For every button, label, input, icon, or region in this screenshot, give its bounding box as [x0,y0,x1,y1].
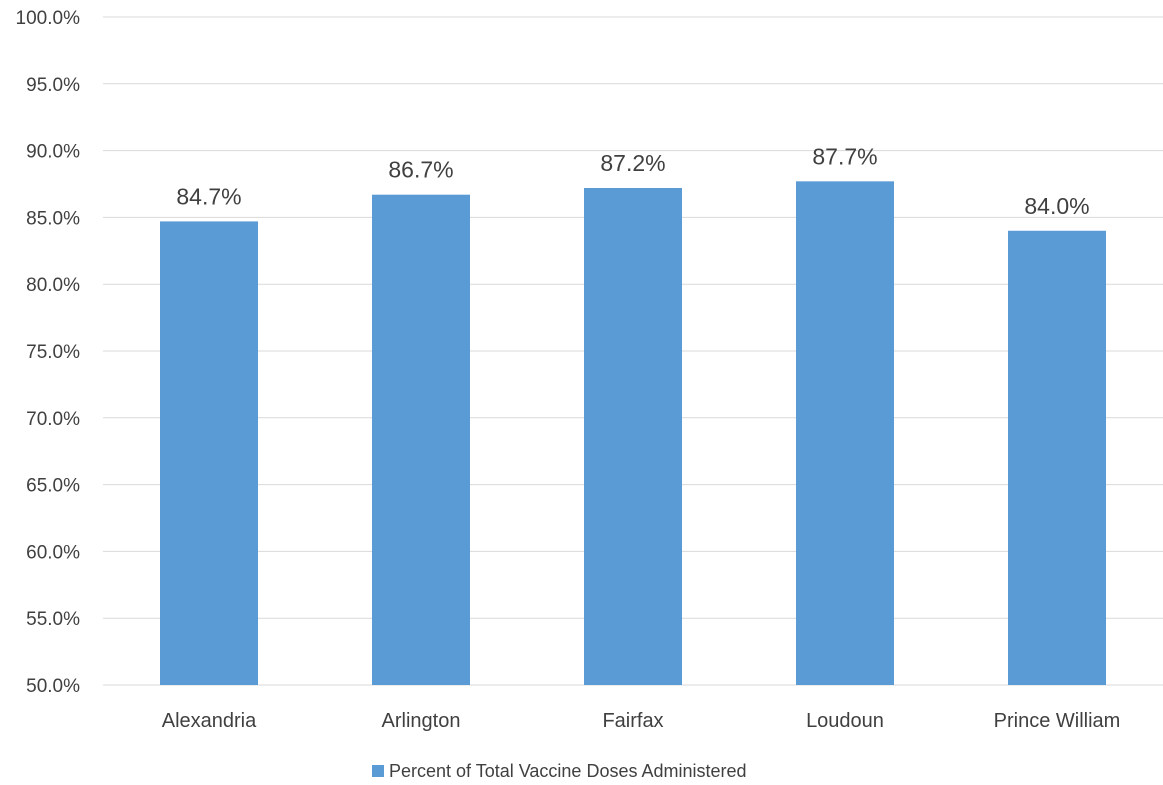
bar-data-label: 84.7% [176,183,241,209]
bar [372,194,470,686]
y-tick-label: 55.0% [26,609,80,630]
y-axis-tick-labels: 50.0% 55.0% 60.0% 65.0% 70.0% 75.0% 80.0% 85.0%… [16,8,81,697]
bar-data-label: 86.7% [388,157,453,183]
bar [584,188,682,685]
legend-label: Percent of Total Vaccine Doses Administe… [389,761,747,781]
bar [160,221,258,685]
legend: Percent of Total Vaccine Doses Administe… [372,761,747,781]
y-tick-label: 65.0% [26,476,80,497]
bar-data-label: 84.0% [1024,193,1089,219]
y-tick-label: 85.0% [26,208,80,229]
bar [796,181,894,685]
y-tick-label: 95.0% [26,75,80,96]
bar-data-label: 87.2% [600,150,665,176]
x-category-label: Prince William [994,710,1121,732]
x-axis-category-labels: Alexandria Arlington Fairfax Loudoun Prince … [162,710,1121,732]
x-category-label: Fairfax [602,710,663,732]
y-tick-label: 90.0% [26,142,80,163]
y-tick-label: 100.0% [16,8,81,29]
y-tick-label: 80.0% [26,275,80,296]
y-tick-label: 70.0% [26,409,80,430]
x-category-label: Loudoun [806,710,884,732]
bar [1008,230,1106,685]
bar-data-label: 87.7% [812,143,877,169]
data-labels: 84.7% 86.7% 87.2% 87.7% 84.0% [176,143,1089,218]
legend-swatch [372,765,384,777]
x-category-label: Arlington [382,710,461,732]
y-tick-label: 75.0% [26,342,80,363]
x-category-label: Alexandria [162,710,257,732]
y-tick-label: 50.0% [26,676,80,697]
bars [160,181,1106,686]
y-tick-label: 60.0% [26,542,80,563]
